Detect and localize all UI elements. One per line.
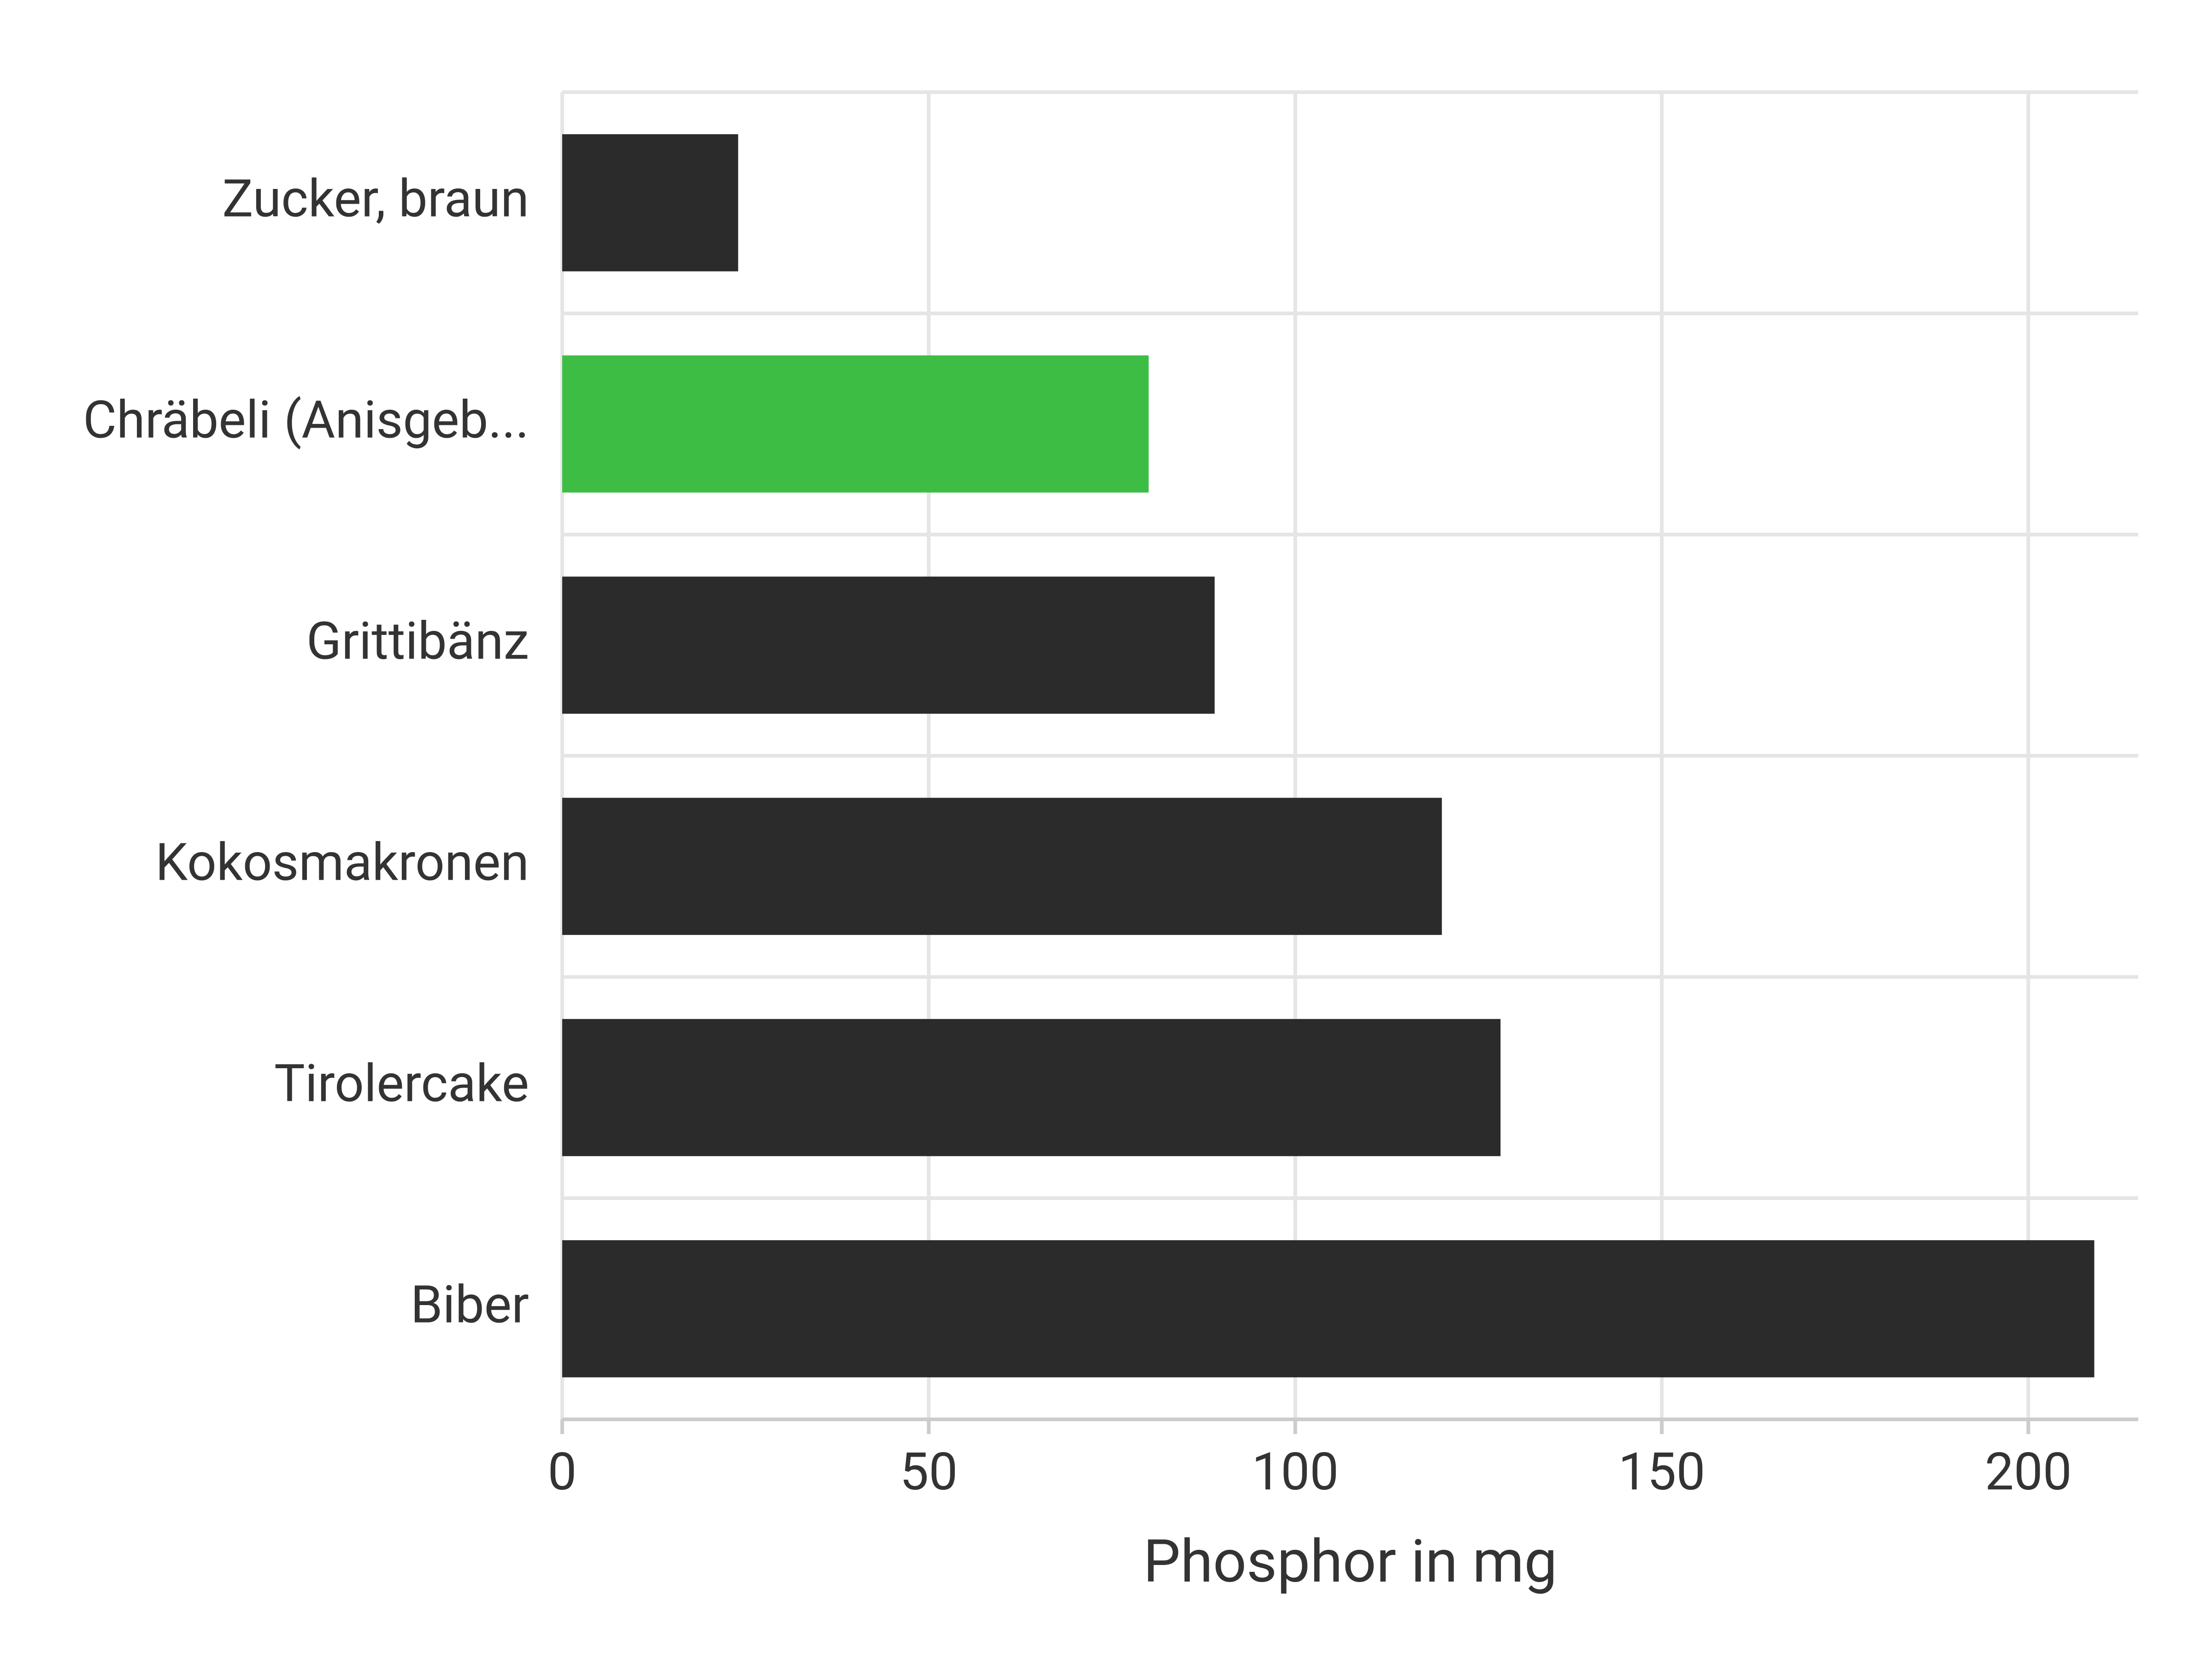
bar — [562, 1019, 1500, 1156]
y-tick-label: Biber — [411, 1275, 529, 1335]
bar — [562, 1240, 2094, 1377]
y-tick-label: Tirolercake — [274, 1054, 529, 1114]
x-tick-label: 50 — [900, 1442, 958, 1502]
x-axis-label: Phosphor in mg — [1143, 1527, 1558, 1596]
bar — [562, 355, 1149, 493]
bar-chart: Zucker, braun Chräbeli (Anisgeb... Grittib… — [0, 0, 2212, 1659]
bar — [562, 134, 738, 271]
x-tick-label: 100 — [1252, 1442, 1339, 1502]
x-tick-label: 0 — [548, 1442, 577, 1502]
chart-container: Zucker, braun Chräbeli (Anisgeb... Grittib… — [0, 0, 2212, 1659]
x-tick-label: 200 — [1985, 1442, 2072, 1502]
y-tick-label: Kokosmakronen — [155, 833, 529, 893]
x-tick-label: 150 — [1618, 1442, 1706, 1502]
bar — [562, 577, 1215, 714]
y-tick-label: Grittibänz — [306, 612, 529, 672]
y-tick-label: Zucker, braun — [222, 169, 529, 229]
bar — [562, 798, 1442, 935]
y-tick-label: Chräbeli (Anisgeb... — [83, 390, 529, 451]
